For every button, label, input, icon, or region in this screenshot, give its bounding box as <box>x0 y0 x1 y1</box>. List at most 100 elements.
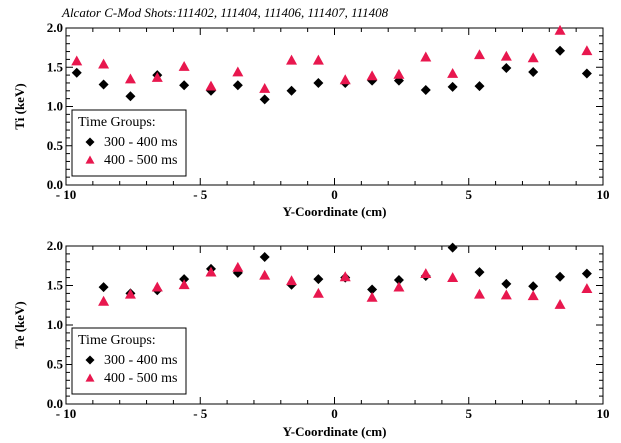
legend-title: Time Groups: <box>78 333 156 348</box>
legend-marker <box>85 155 95 164</box>
legend: Time Groups: 300 - 400 ms 400 - 500 ms <box>71 109 187 177</box>
data-point <box>473 49 485 60</box>
data-point <box>339 271 351 282</box>
data-point <box>205 266 217 277</box>
legend-marker <box>85 355 95 365</box>
data-point <box>205 80 217 91</box>
x-tick-label: 0 <box>331 187 338 202</box>
data-point <box>581 268 592 279</box>
y-tick-label: 0.0 <box>47 396 63 411</box>
data-point <box>232 261 244 272</box>
legend-entry-label: 300 - 400 ms <box>104 135 178 150</box>
data-point <box>420 51 432 62</box>
data-point <box>259 82 271 93</box>
data-point <box>500 289 512 300</box>
data-point <box>527 290 539 301</box>
data-point <box>71 67 82 78</box>
data-point <box>71 55 83 66</box>
data-point <box>312 287 324 298</box>
legend-marker <box>85 137 95 147</box>
series-1 <box>98 242 592 299</box>
x-tick-label: 0 <box>331 406 338 421</box>
data-point <box>151 71 163 82</box>
x-tick-label: 10 <box>597 406 610 421</box>
x-tick-label: - 5 <box>193 406 208 421</box>
y-axis-label: Te (keV) <box>12 301 27 349</box>
y-tick-label: 1.5 <box>47 59 64 74</box>
x-tick-label: - 10 <box>56 406 77 421</box>
data-point <box>98 58 110 69</box>
data-point <box>555 45 566 56</box>
y-tick-label: 1.5 <box>47 278 64 293</box>
data-point <box>527 52 539 63</box>
y-tick-label: 2.0 <box>47 238 63 253</box>
data-point <box>447 68 459 78</box>
data-point <box>286 85 297 96</box>
figure-title: Alcator C-Mod Shots:111402, 111404, 1114… <box>61 5 389 20</box>
data-point <box>179 80 190 91</box>
data-point <box>98 282 109 293</box>
data-point <box>581 283 593 294</box>
data-point <box>313 274 324 285</box>
data-point <box>366 70 378 81</box>
data-point <box>232 80 243 91</box>
y-axis-label: Ti (keV) <box>12 83 27 129</box>
legend-entry-label: 400 - 500 ms <box>104 371 178 386</box>
data-point <box>259 94 270 105</box>
series-2 <box>98 261 593 309</box>
data-point <box>286 54 298 65</box>
data-point <box>125 91 136 102</box>
series-1 <box>71 45 592 105</box>
data-point <box>474 267 485 278</box>
data-point <box>124 73 136 84</box>
data-point <box>528 281 539 292</box>
data-point <box>313 77 324 88</box>
data-point <box>259 252 270 263</box>
y-tick-label: 0.0 <box>47 177 63 192</box>
data-point <box>179 274 190 285</box>
data-point <box>178 279 190 290</box>
data-point <box>366 291 378 302</box>
ti-panel: - 10 - 5 0 5 10 0.0 0.5 1.0 1.5 2.0 Y-Coordinate (… <box>12 20 610 219</box>
y-tick-label: 0.5 <box>47 357 64 372</box>
y-tick-label: 2.0 <box>47 20 63 35</box>
data-point <box>501 278 512 289</box>
x-tick-label: 5 <box>466 406 473 421</box>
legend-entry-label: 400 - 500 ms <box>104 153 178 168</box>
data-point <box>474 81 485 92</box>
data-point <box>151 281 163 292</box>
x-tick-label: 5 <box>466 187 473 202</box>
legend-entry-label: 300 - 400 ms <box>104 353 178 368</box>
data-point <box>286 275 298 286</box>
x-axis-label: Y-Coordinate (cm) <box>283 204 387 219</box>
data-point <box>447 242 458 253</box>
te-panel: - 10 - 5 0 5 10 0.0 0.5 1.0 1.5 2.0 Y-Coordinate (… <box>12 238 610 439</box>
data-point <box>473 288 485 299</box>
data-point <box>420 268 432 279</box>
data-point <box>500 50 512 61</box>
data-point <box>447 81 458 92</box>
y-tick-label: 1.0 <box>47 317 63 332</box>
legend: Time Groups: 300 - 400 ms 400 - 500 ms <box>71 327 187 395</box>
data-point <box>501 63 512 74</box>
data-point <box>98 79 109 90</box>
data-point <box>367 284 378 295</box>
y-tick-label: 1.0 <box>47 99 63 114</box>
data-point <box>339 74 351 85</box>
data-point <box>312 54 324 65</box>
data-point <box>554 298 566 309</box>
data-point <box>554 24 566 35</box>
legend-title: Time Groups: <box>78 115 156 130</box>
data-point <box>420 85 431 96</box>
data-point <box>98 295 110 306</box>
data-point <box>259 269 271 280</box>
data-point <box>581 68 592 79</box>
x-axis-label: Y-Coordinate (cm) <box>283 424 387 439</box>
data-point <box>393 281 405 292</box>
data-point <box>178 60 190 71</box>
data-point <box>393 274 404 285</box>
x-tick-label: - 5 <box>193 187 208 202</box>
data-point <box>555 271 566 282</box>
data-point <box>447 272 459 282</box>
